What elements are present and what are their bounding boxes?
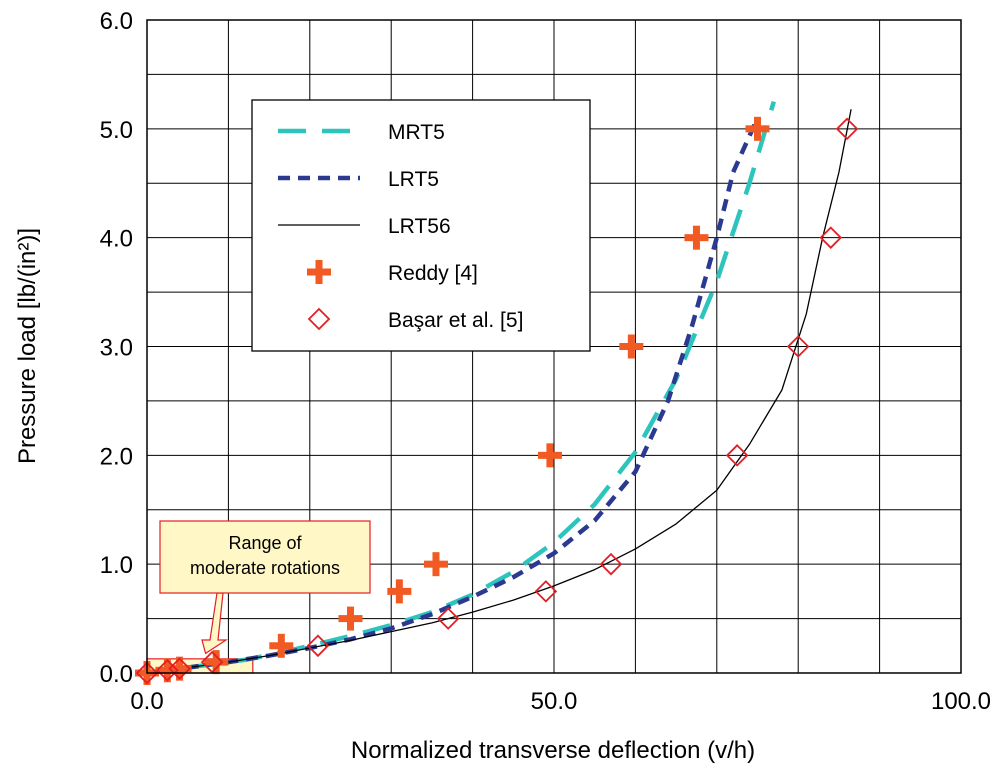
callout-arrow — [201, 592, 229, 655]
reddy-point — [387, 579, 412, 604]
x-tick-label: 50.0 — [531, 688, 578, 715]
reddy-point — [155, 658, 180, 683]
y-tick-label: 5.0 — [100, 117, 133, 144]
basar-point — [599, 552, 623, 576]
basar-point — [168, 657, 191, 680]
callout: Range of moderate rotations — [159, 520, 371, 655]
legend-label: Başar et al. [5] — [388, 309, 523, 332]
reddy-point — [423, 552, 448, 577]
axes — [146, 19, 962, 674]
y-tick-label: 3.0 — [100, 335, 133, 362]
basar-point — [156, 659, 179, 682]
reddy-point — [537, 443, 562, 468]
reddy-point — [619, 334, 644, 359]
reddy-point — [269, 633, 294, 658]
legend-item: Başar et al. [5] — [307, 307, 523, 332]
legend-item: MRT5 — [278, 121, 445, 144]
callout-box — [159, 520, 371, 594]
basar-point — [534, 580, 558, 603]
basar-point — [786, 335, 810, 358]
plot-frame — [146, 19, 962, 674]
legend-item: LRT5 — [278, 168, 439, 191]
reddy-point — [204, 650, 229, 675]
y-tick-label: 1.0 — [100, 552, 133, 579]
basar-point — [835, 117, 859, 141]
basar-point — [306, 634, 330, 658]
legend: MRT5 LRT5 LRT56 Reddy [4] Başar et al. [5] — [251, 99, 591, 352]
legend-label: Reddy [4] — [388, 262, 478, 285]
x-tick-label: 0.0 — [130, 688, 163, 715]
legend-label: MRT5 — [388, 121, 445, 144]
y-tick-label: 6.0 — [100, 8, 133, 35]
basar-point — [819, 226, 843, 249]
y-tick-label: 0.0 — [100, 661, 133, 688]
basar-point — [135, 661, 159, 685]
legend-item: Reddy [4] — [307, 260, 478, 285]
legend-swatch — [307, 307, 331, 331]
legend-label: LRT5 — [388, 168, 439, 191]
reddy-point — [167, 656, 192, 681]
y-axis-title: Pressure load [lb/(in²)] — [14, 228, 41, 464]
y-tick-label: 2.0 — [100, 443, 133, 470]
reddy-point — [745, 116, 770, 141]
x-tick-label: 100.0 — [931, 688, 991, 715]
basar-point — [436, 607, 460, 630]
y-tick-label: 4.0 — [100, 226, 133, 253]
x-axis-title: Normalized transverse deflection (v/h) — [351, 737, 755, 764]
callout-text: moderate rotations — [190, 558, 340, 578]
callout-text: Range of — [228, 533, 302, 553]
reddy-point — [684, 225, 709, 250]
reddy-point — [338, 606, 363, 631]
legend-item: LRT56 — [278, 215, 451, 238]
basar-point — [200, 650, 224, 674]
legend-swatch — [307, 260, 331, 284]
legend-label: LRT56 — [388, 215, 451, 238]
tick-labels: 0.0 1.0 2.0 3.0 4.0 5.0 6.0 0.0 50.0 100.0 — [100, 8, 991, 715]
basar-point — [725, 444, 749, 467]
